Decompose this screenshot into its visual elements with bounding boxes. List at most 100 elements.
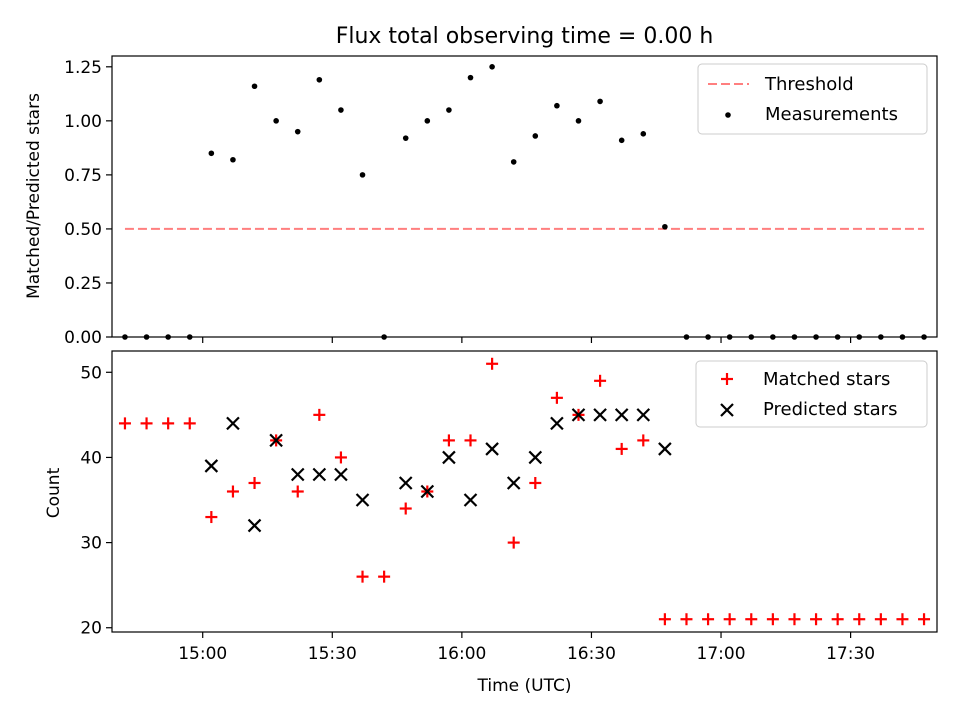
legend-matched-stars-label: Matched stars: [763, 369, 890, 390]
matched-stars-point: [788, 613, 801, 626]
predicted-stars-point: [658, 442, 672, 456]
predicted-stars-point: [571, 408, 586, 422]
matched-stars-point: [853, 613, 866, 626]
matched-stars-point: [378, 570, 391, 583]
matched-stars-point: [680, 613, 693, 626]
predicted-stars-point: [636, 408, 651, 422]
matched-stars-point: [918, 613, 931, 626]
measurements-point: [230, 156, 236, 163]
x-tick-label: 17:30: [826, 644, 875, 664]
measurements-point: [489, 64, 495, 70]
predicted-stars-point: [593, 408, 607, 422]
measurements-point: [208, 150, 215, 157]
measurements-point: [640, 131, 647, 137]
top-chart-title: Flux total observing time = 0.00 h: [336, 24, 714, 49]
matched-stars-point: [291, 485, 304, 498]
predicted-stars-point: [290, 467, 305, 482]
matched-stars-point: [248, 476, 261, 489]
x-tick-label: 16:30: [567, 644, 616, 664]
x-tick-label: 15:00: [178, 644, 227, 664]
predicted-stars-point: [355, 493, 370, 507]
legend-measurements-label: Measurements: [765, 104, 898, 125]
predicted-stars-point: [334, 467, 348, 482]
matched-stars-point: [810, 613, 823, 626]
matched-stars-point: [594, 374, 607, 387]
predicted-stars-point: [550, 416, 564, 431]
matched-stars-point: [442, 434, 455, 447]
matched-stars-point: [896, 613, 909, 626]
measurements-point: [575, 118, 582, 124]
top-axes-frame: [111, 55, 938, 338]
predicted-stars-point: [442, 450, 456, 465]
predicted-stars-point: [528, 450, 543, 465]
bottom-y-tick-label: 20: [80, 619, 102, 639]
matched-stars-point: [831, 613, 844, 626]
matched-stars-point: [874, 613, 887, 626]
matched-stars-point: [658, 613, 671, 626]
measurements-point: [338, 107, 344, 113]
bottom-y-tick-label: 30: [80, 534, 102, 554]
bottom-y-tick-label: 40: [80, 448, 102, 468]
matched-stars-point: [702, 613, 715, 626]
top-y-tick-label: 0.75: [64, 166, 102, 186]
matched-stars-point: [356, 570, 369, 583]
matched-stars-point: [183, 417, 196, 430]
measurements-point: [273, 118, 279, 124]
matched-stars-point: [723, 613, 736, 626]
predicted-stars-point: [420, 484, 435, 499]
predicted-stars-point: [485, 442, 499, 456]
matched-stars-point: [486, 357, 499, 370]
predicted-stars-point: [312, 467, 327, 482]
matched-stars-point: [637, 434, 650, 447]
matched-stars-point: [507, 536, 520, 549]
x-tick-label: 15:30: [308, 644, 357, 664]
bottom-y-tick-label: 50: [80, 363, 102, 383]
x-tick-label: 17:00: [697, 644, 746, 664]
measurements-point: [359, 172, 366, 178]
matched-stars-point: [766, 613, 779, 626]
legend-predicted-stars-label: Predicted stars: [763, 399, 897, 420]
matched-stars-point: [118, 417, 131, 430]
measurements-point: [597, 98, 603, 105]
matched-stars-point: [334, 451, 347, 464]
predicted-stars-point: [398, 476, 413, 490]
measurements-point: [532, 133, 539, 139]
top-y-tick-label: 1.00: [64, 112, 102, 132]
top-legend: Threshold Measurements: [697, 63, 928, 135]
predicted-stars-point: [506, 476, 521, 490]
measurements-point: [446, 107, 452, 113]
bottom-plot-area: 20 30 40 50 15:00 15:30 16:00 16:30 17:00 17:30: [80, 357, 931, 664]
top-y-axis-label: Matched/Predicted stars: [24, 93, 44, 299]
legend-measurements-marker: [725, 112, 731, 118]
top-y-tick-label: 0.00: [64, 328, 102, 348]
matched-stars-point: [205, 511, 218, 524]
matched-stars-point: [615, 442, 628, 455]
predicted-stars-point: [614, 408, 629, 422]
matched-stars-point: [162, 417, 175, 430]
bottom-axes-frame: [111, 350, 938, 633]
bottom-legend: Matched stars Predicted stars: [695, 360, 928, 428]
matched-stars-point: [464, 434, 477, 447]
measurements-point: [510, 159, 517, 165]
measurements-point: [554, 102, 560, 109]
matched-stars-point: [399, 502, 412, 515]
x-axis-label: Time (UTC): [477, 676, 572, 696]
top-y-tick-label: 1.25: [64, 58, 102, 78]
bottom-y-axis-label: Count: [44, 467, 64, 518]
measurements-point: [662, 223, 668, 230]
predicted-stars-point: [226, 416, 240, 431]
matched-stars-point: [550, 391, 563, 404]
top-y-tick-label: 0.50: [64, 220, 102, 240]
matched-stars-point: [140, 417, 153, 430]
matched-stars-point: [226, 485, 239, 498]
predicted-stars-point: [204, 459, 219, 473]
measurements-point: [467, 74, 474, 81]
matched-stars-point: [313, 408, 326, 421]
measurements-point: [294, 128, 301, 135]
legend-predicted-stars-marker: [720, 403, 734, 417]
measurements-point: [251, 83, 258, 90]
legend-matched-stars-marker: [721, 373, 733, 385]
predicted-stars-point: [463, 493, 478, 507]
measurements-point: [316, 76, 323, 83]
